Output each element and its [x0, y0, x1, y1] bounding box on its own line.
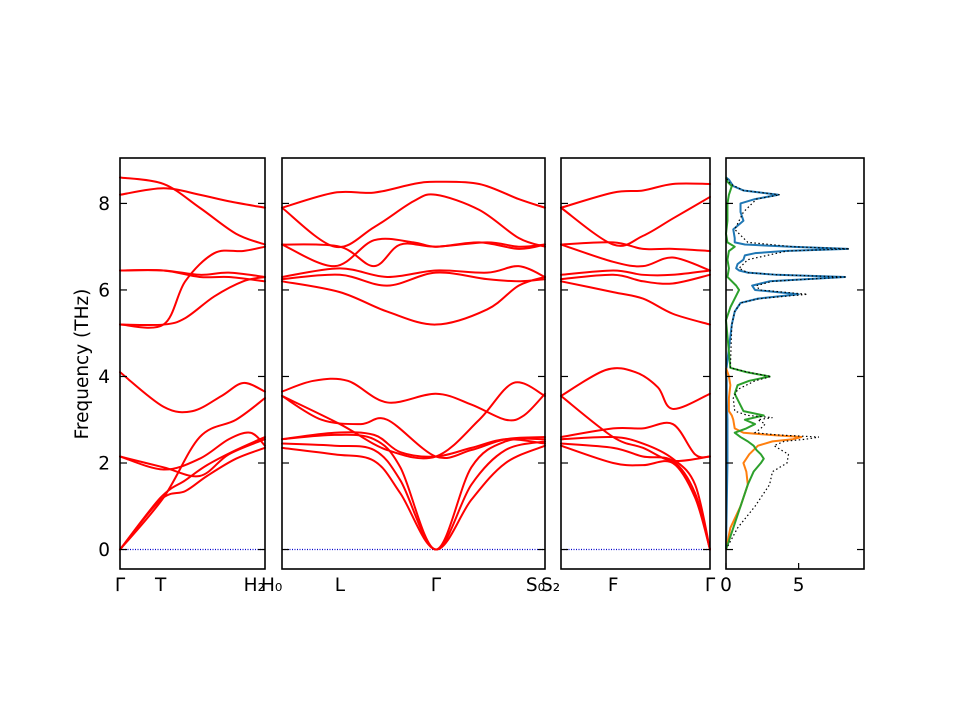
phonon-branch — [281, 433, 546, 551]
x-tick-label: L — [335, 575, 346, 596]
dos-x-tick-label: 5 — [793, 575, 805, 596]
phonon-branch — [281, 440, 546, 551]
x-tick-label: T — [154, 575, 167, 596]
phonon-branch — [281, 271, 546, 287]
dos-partial-curve-3 — [725, 177, 771, 550]
phonon-branch — [281, 381, 546, 460]
y-tick-label: 0 — [98, 540, 110, 561]
x-tick-label: S₂ — [541, 575, 560, 596]
phonon-branch — [281, 377, 546, 422]
y-tick-label: 2 — [98, 454, 110, 475]
y-axis-label: Frequency (THz) — [72, 289, 93, 440]
x-tick-label: Γ — [115, 575, 126, 596]
phonon-branch — [281, 444, 546, 551]
phonon-branch — [119, 187, 266, 209]
phonon-branch — [281, 275, 546, 326]
phonon-branch — [560, 444, 711, 551]
phonon-branch — [560, 195, 711, 247]
phonon-branch — [560, 182, 711, 209]
phonon-branch — [560, 280, 711, 326]
dos-partial-curve-2 — [725, 367, 803, 550]
x-tick-label: Γ — [431, 575, 442, 596]
phonon-branch — [119, 245, 266, 329]
phonon-branch — [560, 273, 711, 285]
phonon-branch — [119, 176, 266, 246]
panel-frame — [560, 157, 711, 570]
phonon-branch — [560, 442, 711, 551]
phonon-branch — [119, 438, 266, 478]
phonon-branch — [119, 275, 266, 327]
x-tick-label: S₀ — [526, 575, 545, 596]
phonon-branch — [560, 435, 711, 551]
dos-x-tick-label: 0 — [720, 575, 732, 596]
phonon-branch — [560, 367, 711, 410]
phonon-branch — [281, 394, 546, 460]
phonon-branch — [119, 371, 266, 414]
phonon-branch — [560, 394, 711, 463]
dos-total-curve — [725, 177, 850, 550]
x-tick-label: Γ — [705, 575, 716, 596]
phonon-branch — [281, 180, 546, 209]
panel-frame — [119, 157, 266, 570]
phonon-branch — [560, 241, 711, 253]
phonon-branch — [119, 431, 266, 471]
dos-frame — [725, 157, 865, 570]
x-tick-label: H₀ — [261, 575, 282, 596]
phonon-branch — [560, 269, 711, 277]
x-tick-label: H₂ — [244, 575, 265, 596]
phonon-branch — [281, 241, 546, 268]
phonon-branch — [560, 421, 711, 459]
y-tick-label: 4 — [98, 367, 110, 388]
y-tick-label: 6 — [98, 280, 110, 301]
x-tick-label: F — [608, 575, 619, 596]
phonon-branch — [281, 265, 546, 278]
phonon-branch — [281, 193, 546, 249]
phonon-branch — [281, 237, 546, 268]
phonon-branch — [119, 397, 266, 551]
phonon-branch — [119, 269, 266, 278]
phonon-branch — [560, 243, 711, 272]
y-tick-label: 8 — [98, 194, 110, 215]
panel-frame — [281, 157, 546, 570]
